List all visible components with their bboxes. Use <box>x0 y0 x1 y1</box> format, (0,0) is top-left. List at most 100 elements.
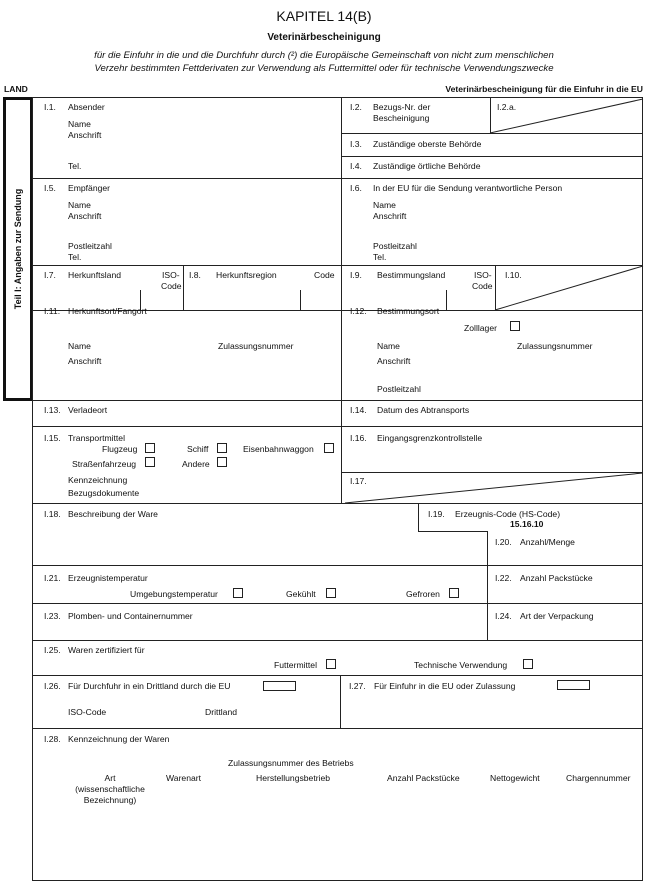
subtitle-line1: für die Einfuhr in die und die Durchfuhr… <box>94 50 554 61</box>
i3-num: I.3. <box>350 139 362 149</box>
i3-label: Zuständige oberste Behörde <box>373 139 482 149</box>
col-species-sub1: (wissenschaftliche <box>75 784 145 794</box>
i18-label: Beschreibung der Ware <box>68 509 158 519</box>
i9-num: I.9. <box>350 270 362 280</box>
i22-num: I.22. <box>495 573 512 583</box>
i6-address: Anschrift <box>373 211 407 221</box>
customs-warehouse-checkbox[interactable] <box>510 321 520 331</box>
i1-name: Name <box>68 119 91 129</box>
i2-num: I.2. <box>350 102 362 112</box>
i7-iso2: Code <box>161 281 182 291</box>
hs-code-value: 15.16.10 <box>510 519 544 529</box>
i5-name: Name <box>68 200 91 210</box>
i11-num: I.11. <box>44 306 61 316</box>
i26-iso: ISO-Code <box>68 707 107 717</box>
feed-checkbox[interactable] <box>326 659 336 669</box>
i15-other: Andere <box>182 459 210 469</box>
road-checkbox[interactable] <box>145 457 155 467</box>
i21-num: I.21. <box>44 573 61 583</box>
i15-docs: Bezugsdokumente <box>68 488 140 498</box>
i20-label: Anzahl/Menge <box>520 537 575 547</box>
i11-address: Anschrift <box>68 356 102 366</box>
i27-num: I.27. <box>349 681 366 691</box>
i27-label: Für Einfuhr in die EU oder Zulassung <box>374 681 516 691</box>
i17-num: I.17. <box>350 476 367 486</box>
chilled-checkbox[interactable] <box>326 588 336 598</box>
i7-iso1: ISO- <box>162 270 180 280</box>
i13-num: I.13. <box>44 405 61 415</box>
i11-name: Name <box>68 341 91 351</box>
transit-box[interactable] <box>263 681 296 691</box>
frozen-checkbox[interactable] <box>449 588 459 598</box>
i24-label: Art der Verpackung <box>520 611 594 621</box>
i15-ident: Kennzeichnung <box>68 475 128 485</box>
i7-label: Herkunftsland <box>68 270 122 280</box>
i24-num: I.24. <box>495 611 512 621</box>
i2-label2: Bescheinigung <box>373 113 430 123</box>
i10-num: I.10. <box>505 270 522 280</box>
i8-code: Code <box>314 270 335 280</box>
i21-frozen: Gefroren <box>406 589 440 599</box>
technical-use-checkbox[interactable] <box>523 659 533 669</box>
i25-feed: Futtermittel <box>274 660 317 670</box>
i21-label: Erzeugnistemperatur <box>68 573 148 583</box>
col-net-weight: Nettogewicht <box>490 773 540 783</box>
ship-checkbox[interactable] <box>217 443 227 453</box>
land-label: LAND <box>4 84 28 94</box>
i12-approval: Zulassungsnummer <box>517 341 593 351</box>
i2-label1: Bezugs-Nr. der <box>373 102 431 112</box>
i5-tel: Tel. <box>68 252 82 262</box>
i2a-num: I.2.a. <box>497 102 517 112</box>
i8-num: I.8. <box>189 270 201 280</box>
col-manufacturer: Herstellungsbetrieb <box>256 773 331 783</box>
import-box[interactable] <box>557 680 590 690</box>
i16-label: Eingangsgrenzkontrollstelle <box>377 433 483 443</box>
i1-num: I.1. <box>44 102 56 112</box>
certificate-type-label: Veterinärbescheinigung für die Einfuhr i… <box>445 84 643 94</box>
i12-postcode: Postleitzahl <box>377 384 421 394</box>
i5-label: Empfänger <box>68 183 111 193</box>
subtitle-line2: Verzehr bestimmten Fettderivaten zur Ver… <box>94 63 554 74</box>
plane-checkbox[interactable] <box>145 443 155 453</box>
i6-tel: Tel. <box>373 252 387 262</box>
i14-label: Datum des Abtransports <box>377 405 470 415</box>
i21-ambient: Umgebungstemperatur <box>130 589 218 599</box>
document-title: Veterinärbescheinigung <box>267 32 381 43</box>
i25-num: I.25. <box>44 645 61 655</box>
col-commodity: Warenart <box>166 773 202 783</box>
col-species-sub2: Bezeichnung) <box>83 795 137 805</box>
ambient-checkbox[interactable] <box>233 588 243 598</box>
i19-num: I.19. <box>428 509 445 519</box>
i5-num: I.5. <box>44 183 56 193</box>
col-packages: Anzahl Packstücke <box>387 773 460 783</box>
i4-num: I.4. <box>350 161 362 171</box>
i12-label: Bestimmungsort <box>377 306 440 316</box>
chapter-title: KAPITEL 14(B) <box>276 8 372 24</box>
i12-name: Name <box>377 341 400 351</box>
i19-label: Erzeugnis-Code (HS-Code) <box>455 509 561 519</box>
i5-address: Anschrift <box>68 211 102 221</box>
col-batch: Chargennummer <box>566 773 631 783</box>
i25-technical: Technische Verwendung <box>414 660 508 670</box>
i16-num: I.16. <box>350 433 367 443</box>
i9-iso1: ISO- <box>474 270 492 280</box>
i22-label: Anzahl Packstücke <box>520 573 593 583</box>
i1-label: Absender <box>68 102 105 112</box>
i15-ship: Schiff <box>187 444 209 454</box>
i15-road: Straßenfahrzeug <box>72 459 137 469</box>
form-frame <box>32 97 643 881</box>
i13-label: Verladeort <box>68 405 108 415</box>
part-one-side-box <box>3 97 33 401</box>
i15-label: Transportmittel <box>68 433 125 443</box>
rail-checkbox[interactable] <box>324 443 334 453</box>
i25-label: Waren zertifiziert für <box>68 645 145 655</box>
i15-plane: Flugzeug <box>102 444 138 454</box>
i7-num: I.7. <box>44 270 56 280</box>
i26-third: Drittland <box>205 707 237 717</box>
i12-num: I.12. <box>350 306 367 316</box>
i9-iso2: Code <box>472 281 493 291</box>
i23-label: Plomben- und Containernummer <box>68 611 193 621</box>
other-checkbox[interactable] <box>217 457 227 467</box>
i23-num: I.23. <box>44 611 61 621</box>
